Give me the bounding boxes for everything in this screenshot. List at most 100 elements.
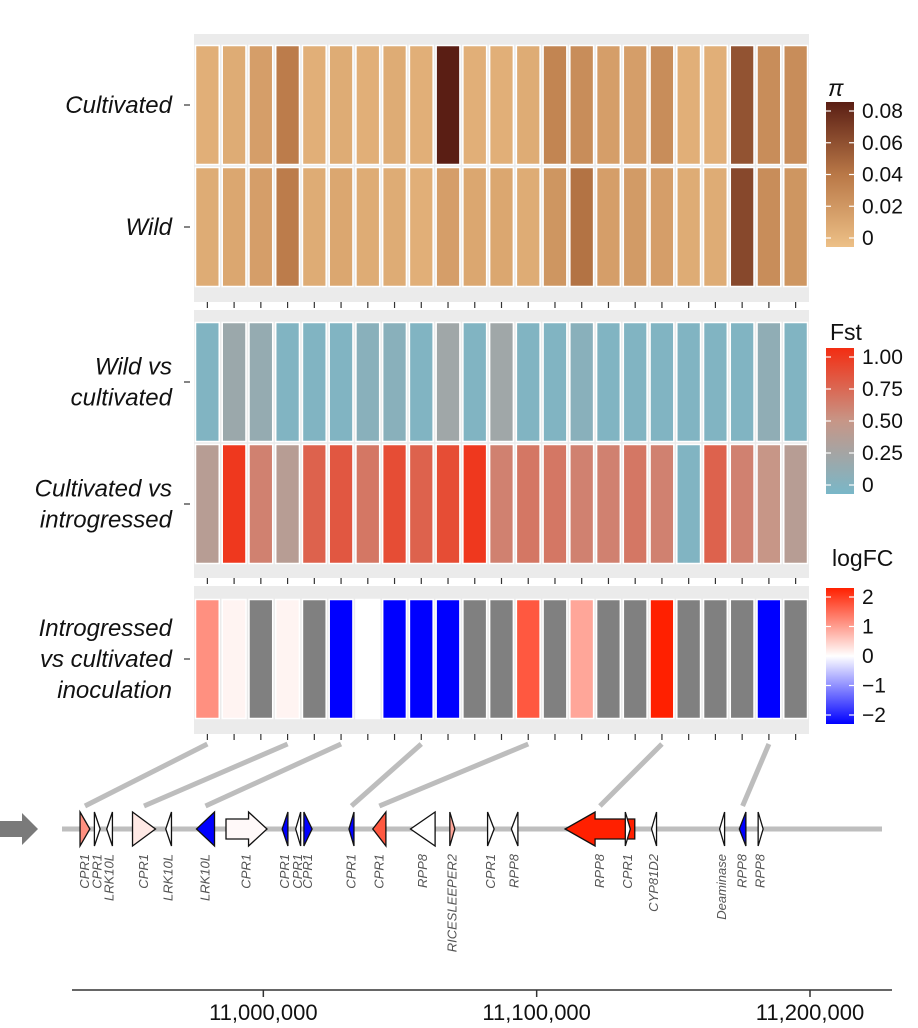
- heatmap-cell: [702, 166, 729, 288]
- heatmap-cell: [462, 598, 488, 720]
- x-axis-tick-label: 11,000,000: [209, 1000, 317, 1025]
- direction-arrow-icon: [0, 813, 38, 845]
- gene-label: LRK10L: [198, 854, 213, 901]
- gene-link: [740, 743, 772, 807]
- heatmap-cell: [435, 598, 461, 720]
- heatmap-cell: [783, 321, 809, 443]
- gene-link: [143, 741, 289, 809]
- gene-arrow: [165, 811, 173, 847]
- legend-tick-label: 2: [862, 586, 874, 609]
- heatmap-cell: [301, 321, 327, 443]
- heatmap-cell: [462, 321, 488, 443]
- legend-tick-label: −2: [862, 704, 886, 727]
- gene-link: [204, 741, 343, 809]
- heatmap-cell: [756, 44, 782, 166]
- heatmap-cell: [194, 598, 220, 720]
- gene-arrow: [718, 811, 726, 847]
- gene-label: CYP81D2: [646, 853, 661, 912]
- heatmap-cell: [649, 166, 675, 288]
- gene-arrow: [371, 810, 387, 848]
- heatmap-cell: [649, 44, 675, 166]
- gene-label: CPR1: [77, 854, 92, 889]
- heatmap-cell: [542, 598, 568, 720]
- gene-arrow: [409, 810, 436, 848]
- row-label: Cultivated: [65, 92, 172, 119]
- gene-link: [378, 741, 530, 809]
- gene-label: CPR1: [136, 854, 151, 889]
- row-label: inoculation: [57, 677, 172, 704]
- legend-tick-label: 0.50: [862, 410, 903, 433]
- heatmap-cell: [274, 321, 301, 443]
- x-axis: 11,000,000 11,100,000 11,200,000: [72, 989, 892, 1025]
- heatmap-cell: [515, 166, 541, 288]
- gene-link: [83, 741, 209, 809]
- legend-tick-label: 0: [862, 474, 874, 497]
- heatmap-cell: [542, 166, 568, 288]
- heatmap-cell: [702, 598, 729, 720]
- heatmap-cell: [569, 321, 595, 443]
- row-label: Wild: [126, 214, 173, 241]
- row-label: Wild vs: [95, 354, 172, 381]
- gene-label: RICESLEEPER2: [444, 853, 459, 952]
- row-label: cultivated: [71, 385, 173, 412]
- legend-tick-label: 0.75: [862, 378, 903, 401]
- gene-link: [349, 742, 423, 808]
- heatmap-cell: [381, 166, 408, 288]
- heatmap-cell: [248, 321, 274, 443]
- heatmap-cell: [435, 321, 461, 443]
- gene-arrow: [563, 810, 636, 848]
- heatmap-cell: [274, 598, 301, 720]
- gene-label: RPP8: [753, 853, 768, 888]
- x-axis-tick-label: 11,100,000: [482, 1000, 590, 1025]
- heatmap-cell: [729, 321, 755, 443]
- heatmap-cell: [756, 443, 782, 565]
- heatmap-cell: [381, 321, 408, 443]
- heatmap-cell: [569, 598, 595, 720]
- heatmap-cell: [542, 321, 568, 443]
- gene-arrow: [650, 811, 658, 847]
- heatmap-cell: [301, 44, 327, 166]
- legend-tick-label: 0.06: [862, 132, 903, 155]
- heatmap-cell: [756, 321, 782, 443]
- row-label: Introgressed: [39, 615, 173, 642]
- heatmap-cell: [729, 443, 755, 565]
- heatmap-cell: [488, 166, 515, 288]
- heatmap-cell: [702, 443, 729, 565]
- heatmap-cell: [381, 44, 408, 166]
- heatmap-cell: [355, 166, 381, 288]
- heatmap-cell: [676, 321, 702, 443]
- gene-label: CPR1: [371, 854, 386, 889]
- heatmap-cell: [355, 44, 381, 166]
- gene-label: LRK10L: [102, 854, 117, 901]
- heatmap-cell: [301, 166, 327, 288]
- heatmap-cell: [408, 598, 434, 720]
- heatmap-cell: [194, 443, 220, 565]
- heatmap-cell: [595, 321, 622, 443]
- heatmap-cell: [248, 166, 274, 288]
- heatmap-cell: [408, 443, 434, 565]
- heatmap-cell: [515, 44, 541, 166]
- gene-label: CPR1: [620, 854, 635, 889]
- gene-label: CPR1: [239, 854, 254, 889]
- heatmap-cell: [274, 443, 301, 565]
- legend-tick-label: 0.02: [862, 195, 903, 218]
- gene-arrow: [738, 811, 747, 847]
- legend-tick-label: 0.08: [862, 100, 903, 123]
- heatmap-cell: [756, 598, 782, 720]
- gene-arrow: [225, 810, 268, 848]
- heatmap-cell: [622, 598, 648, 720]
- gene-label: CPR1: [89, 854, 104, 889]
- gene-label: CPR1: [277, 854, 292, 889]
- heatmap-cell: [274, 166, 301, 288]
- heatmap-cell: [248, 44, 274, 166]
- row-labels: Cultivated Wild Wild vs cultivated Cultivate…: [35, 92, 190, 704]
- heatmap-cell: [328, 166, 354, 288]
- gene-arrow: [106, 811, 114, 847]
- gene-label: RPP8: [592, 853, 607, 888]
- heatmap-cell: [462, 44, 488, 166]
- gene-link: [598, 742, 664, 808]
- heatmap-cell: [595, 443, 622, 565]
- gene-label: LRK10L: [161, 854, 176, 901]
